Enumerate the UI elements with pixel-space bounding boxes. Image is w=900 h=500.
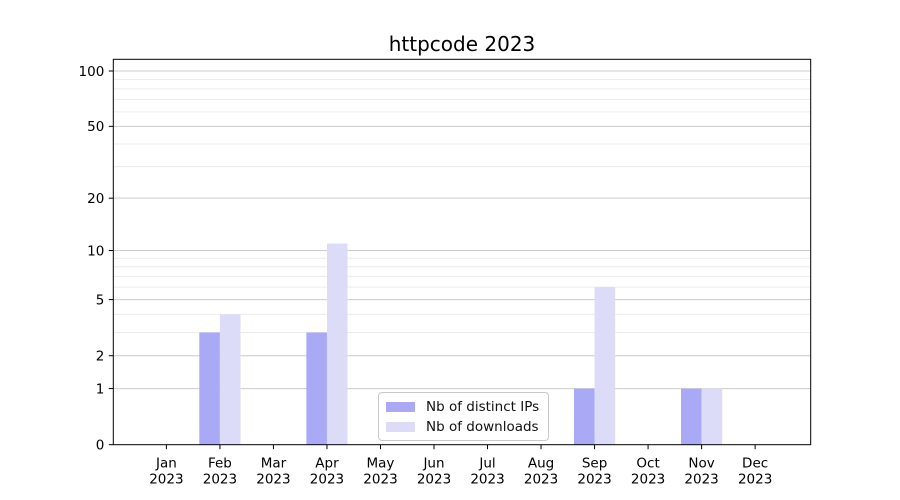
x-tick-year-may: 2023 bbox=[363, 472, 397, 488]
plot-border bbox=[112, 58, 812, 446]
bar-downloads-apr bbox=[326, 243, 348, 445]
bar-downloads-sep bbox=[594, 287, 616, 445]
legend-label-downloads: Nb of downloads bbox=[426, 418, 539, 435]
x-tick-year-dec: 2023 bbox=[738, 472, 772, 488]
x-tick-year-jul: 2023 bbox=[470, 472, 504, 488]
x-tick-month-aug: Aug bbox=[528, 456, 554, 472]
bar-downloads-nov bbox=[701, 388, 723, 445]
bar-downloads-feb bbox=[219, 314, 241, 445]
x-tick-year-feb: 2023 bbox=[203, 472, 237, 488]
y-axis: 0 1 2 5 10 20 50 100 bbox=[79, 64, 114, 454]
x-tick-month-dec: Dec bbox=[742, 456, 768, 472]
gridlines-minor bbox=[113, 78, 811, 333]
x-tick-year-jan: 2023 bbox=[149, 472, 183, 488]
bar-distinct-ips-feb bbox=[199, 332, 220, 445]
x-tick-year-jun: 2023 bbox=[417, 472, 451, 488]
legend: Nb of distinct IPs Nb of downloads bbox=[378, 392, 550, 441]
x-tick-month-may: May bbox=[367, 456, 395, 472]
legend-swatch-downloads bbox=[386, 421, 415, 432]
y-tick-label-5: 5 bbox=[96, 292, 105, 308]
bar-distinct-ips-sep bbox=[573, 388, 595, 445]
x-tick-month-sep: Sep bbox=[582, 456, 607, 472]
x-tick-year-aug: 2023 bbox=[524, 472, 558, 488]
legend-label-distinct-ips: Nb of distinct IPs bbox=[426, 398, 540, 415]
x-tick-year-apr: 2023 bbox=[310, 472, 344, 488]
legend-item-distinct-ips: Nb of distinct IPs bbox=[386, 397, 539, 416]
x-tick-year-oct: 2023 bbox=[631, 472, 665, 488]
x-tick-month-feb: Feb bbox=[208, 456, 232, 472]
y-tick-label-20: 20 bbox=[87, 191, 104, 207]
x-tick-month-jan: Jan bbox=[155, 456, 177, 472]
y-tick-label-100: 100 bbox=[79, 64, 105, 80]
x-tick-month-oct: Oct bbox=[636, 456, 659, 472]
y-tick-label-1: 1 bbox=[96, 381, 105, 397]
y-tick-label-10: 10 bbox=[87, 243, 104, 259]
x-tick-month-jul: Jul bbox=[478, 456, 495, 472]
bars bbox=[199, 243, 723, 445]
x-axis: Jan2023Feb2023Mar2023Apr2023May2023Jun20… bbox=[149, 444, 772, 488]
x-tick-month-jun: Jun bbox=[422, 456, 444, 472]
x-tick-year-nov: 2023 bbox=[684, 472, 718, 488]
chart-title: httpcode 2023 bbox=[388, 32, 536, 56]
legend-item-downloads: Nb of downloads bbox=[386, 417, 539, 436]
x-tick-year-sep: 2023 bbox=[577, 472, 611, 488]
y-tick-label-50: 50 bbox=[87, 119, 104, 135]
x-tick-month-nov: Nov bbox=[688, 456, 714, 472]
legend-swatch-distinct-ips bbox=[386, 401, 415, 412]
x-tick-year-mar: 2023 bbox=[256, 472, 290, 488]
x-tick-month-apr: Apr bbox=[315, 456, 339, 472]
bar-distinct-ips-nov bbox=[681, 388, 702, 445]
y-tick-label-0: 0 bbox=[96, 438, 105, 454]
x-tick-month-mar: Mar bbox=[261, 456, 287, 472]
bar-distinct-ips-apr bbox=[306, 332, 327, 445]
y-tick-label-2: 2 bbox=[96, 349, 105, 365]
